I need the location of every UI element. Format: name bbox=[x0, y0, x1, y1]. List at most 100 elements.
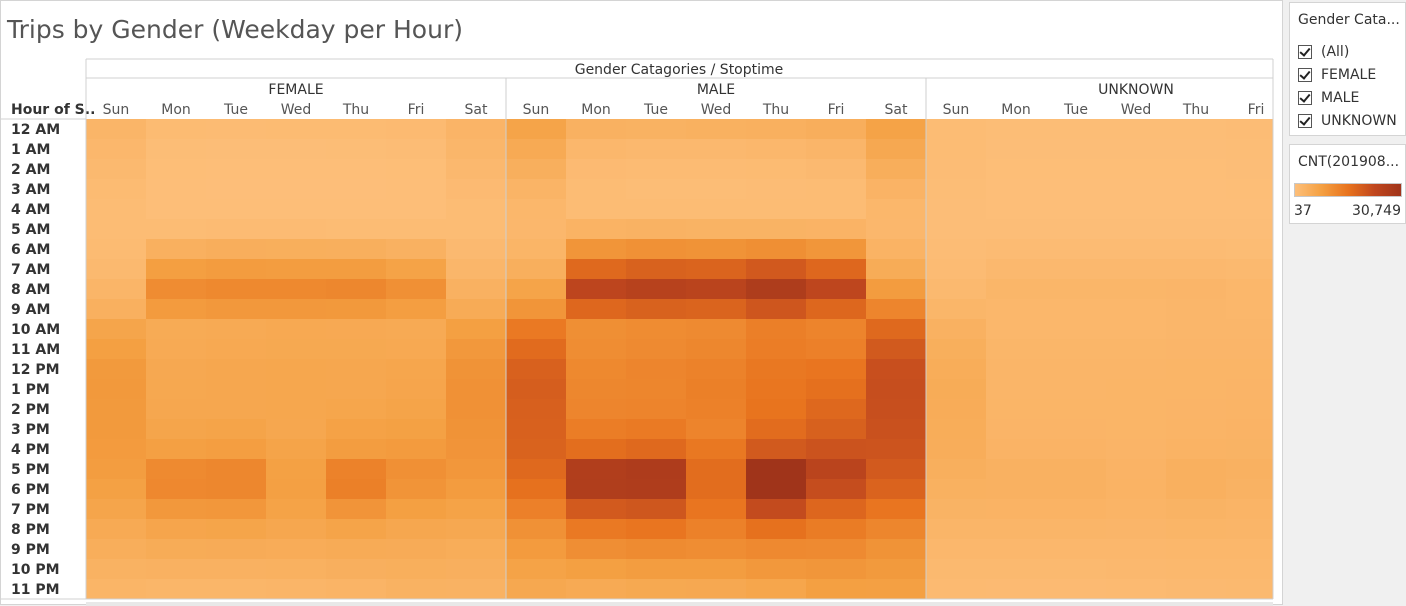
heatmap-cell[interactable] bbox=[206, 499, 266, 519]
heatmap-cell[interactable] bbox=[446, 259, 506, 279]
heatmap-cell[interactable] bbox=[746, 299, 806, 319]
heatmap-cell[interactable] bbox=[506, 359, 566, 379]
heatmap-cell[interactable] bbox=[266, 199, 326, 219]
heatmap-cell[interactable] bbox=[1226, 319, 1273, 339]
heatmap-cell[interactable] bbox=[386, 439, 446, 459]
heatmap-cell[interactable] bbox=[386, 239, 446, 259]
heatmap-cell[interactable] bbox=[806, 119, 866, 139]
heatmap-cell[interactable] bbox=[926, 299, 986, 319]
heatmap-cell[interactable] bbox=[386, 139, 446, 159]
heatmap-cell[interactable] bbox=[1106, 199, 1166, 219]
heatmap-cell[interactable] bbox=[506, 239, 566, 259]
heatmap-cell[interactable] bbox=[866, 559, 926, 579]
heatmap-cell[interactable] bbox=[506, 219, 566, 239]
heatmap-cell[interactable] bbox=[806, 579, 866, 599]
heatmap-cell[interactable] bbox=[1046, 439, 1106, 459]
heatmap-cell[interactable] bbox=[1046, 579, 1106, 599]
heatmap-cell[interactable] bbox=[806, 359, 866, 379]
heatmap-cell[interactable] bbox=[986, 379, 1046, 399]
heatmap-cell[interactable] bbox=[266, 339, 326, 359]
heatmap-cell[interactable] bbox=[386, 199, 446, 219]
heatmap-cell[interactable] bbox=[86, 419, 146, 439]
heatmap-cell[interactable] bbox=[866, 179, 926, 199]
heatmap-cell[interactable] bbox=[146, 439, 206, 459]
heatmap-cell[interactable] bbox=[206, 379, 266, 399]
heatmap-cell[interactable] bbox=[1046, 119, 1106, 139]
heatmap-cell[interactable] bbox=[1226, 539, 1273, 559]
heatmap-cell[interactable] bbox=[1166, 379, 1226, 399]
heatmap-cell[interactable] bbox=[1166, 279, 1226, 299]
heatmap-cell[interactable] bbox=[1046, 319, 1106, 339]
heatmap-cell[interactable] bbox=[326, 119, 386, 139]
heatmap-cell[interactable] bbox=[206, 239, 266, 259]
heatmap-cell[interactable] bbox=[686, 179, 746, 199]
heatmap-cell[interactable] bbox=[626, 479, 686, 499]
heatmap-cell[interactable] bbox=[566, 159, 626, 179]
heatmap-cell[interactable] bbox=[566, 579, 626, 599]
heatmap-cell[interactable] bbox=[1046, 559, 1106, 579]
heatmap-cell[interactable] bbox=[326, 319, 386, 339]
heatmap-cell[interactable] bbox=[1046, 479, 1106, 499]
heatmap-cell[interactable] bbox=[1046, 239, 1106, 259]
heatmap-cell[interactable] bbox=[686, 339, 746, 359]
heatmap-cell[interactable] bbox=[626, 239, 686, 259]
heatmap-cell[interactable] bbox=[266, 179, 326, 199]
heatmap-cell[interactable] bbox=[1226, 499, 1273, 519]
checkbox-checked-icon[interactable] bbox=[1298, 68, 1312, 82]
heatmap-cell[interactable] bbox=[506, 519, 566, 539]
heatmap-cell[interactable] bbox=[1166, 439, 1226, 459]
heatmap-cell[interactable] bbox=[446, 479, 506, 499]
heatmap-cell[interactable] bbox=[146, 219, 206, 239]
heatmap-cell[interactable] bbox=[866, 299, 926, 319]
heatmap-cell[interactable] bbox=[866, 379, 926, 399]
heatmap-cell[interactable] bbox=[986, 479, 1046, 499]
heatmap-cell[interactable] bbox=[506, 199, 566, 219]
heatmap-cell[interactable] bbox=[266, 219, 326, 239]
heatmap-cell[interactable] bbox=[746, 179, 806, 199]
heatmap-cell[interactable] bbox=[1226, 259, 1273, 279]
heatmap-cell[interactable] bbox=[1226, 379, 1273, 399]
heatmap-cell[interactable] bbox=[926, 399, 986, 419]
heatmap-cell[interactable] bbox=[926, 259, 986, 279]
heatmap-cell[interactable] bbox=[866, 359, 926, 379]
heatmap-cell[interactable] bbox=[506, 399, 566, 419]
heatmap-cell[interactable] bbox=[626, 559, 686, 579]
heatmap-cell[interactable] bbox=[86, 179, 146, 199]
heatmap-cell[interactable] bbox=[926, 139, 986, 159]
heatmap-cell[interactable] bbox=[866, 459, 926, 479]
heatmap-cell[interactable] bbox=[806, 179, 866, 199]
heatmap-cell[interactable] bbox=[1106, 139, 1166, 159]
heatmap-cell[interactable] bbox=[386, 359, 446, 379]
heatmap-cell[interactable] bbox=[146, 139, 206, 159]
heatmap-cell[interactable] bbox=[1106, 359, 1166, 379]
heatmap-cell[interactable] bbox=[806, 439, 866, 459]
heatmap-cell[interactable] bbox=[926, 179, 986, 199]
heatmap-cell[interactable] bbox=[626, 199, 686, 219]
heatmap-cell[interactable] bbox=[266, 259, 326, 279]
heatmap-cell[interactable] bbox=[1106, 439, 1166, 459]
heatmap-cell[interactable] bbox=[446, 559, 506, 579]
heatmap-cell[interactable] bbox=[1046, 199, 1106, 219]
heatmap-cell[interactable] bbox=[626, 419, 686, 439]
heatmap-cell[interactable] bbox=[626, 139, 686, 159]
heatmap-cell[interactable] bbox=[926, 119, 986, 139]
heatmap-cell[interactable] bbox=[1106, 459, 1166, 479]
heatmap-cell[interactable] bbox=[206, 419, 266, 439]
heatmap-cell[interactable] bbox=[1166, 199, 1226, 219]
heatmap-cell[interactable] bbox=[386, 399, 446, 419]
heatmap-cell[interactable] bbox=[446, 499, 506, 519]
heatmap-cell[interactable] bbox=[1226, 439, 1273, 459]
heatmap-cell[interactable] bbox=[506, 439, 566, 459]
heatmap-cell[interactable] bbox=[326, 399, 386, 419]
heatmap-cell[interactable] bbox=[1166, 259, 1226, 279]
heatmap-cell[interactable] bbox=[86, 159, 146, 179]
heatmap-cell[interactable] bbox=[566, 259, 626, 279]
heatmap-cell[interactable] bbox=[1046, 219, 1106, 239]
heatmap-cell[interactable] bbox=[746, 379, 806, 399]
heatmap-cell[interactable] bbox=[386, 179, 446, 199]
heatmap-cell[interactable] bbox=[566, 319, 626, 339]
heatmap-cell[interactable] bbox=[986, 399, 1046, 419]
heatmap-cell[interactable] bbox=[1106, 499, 1166, 519]
heatmap-cell[interactable] bbox=[986, 279, 1046, 299]
heatmap-cell[interactable] bbox=[746, 119, 806, 139]
